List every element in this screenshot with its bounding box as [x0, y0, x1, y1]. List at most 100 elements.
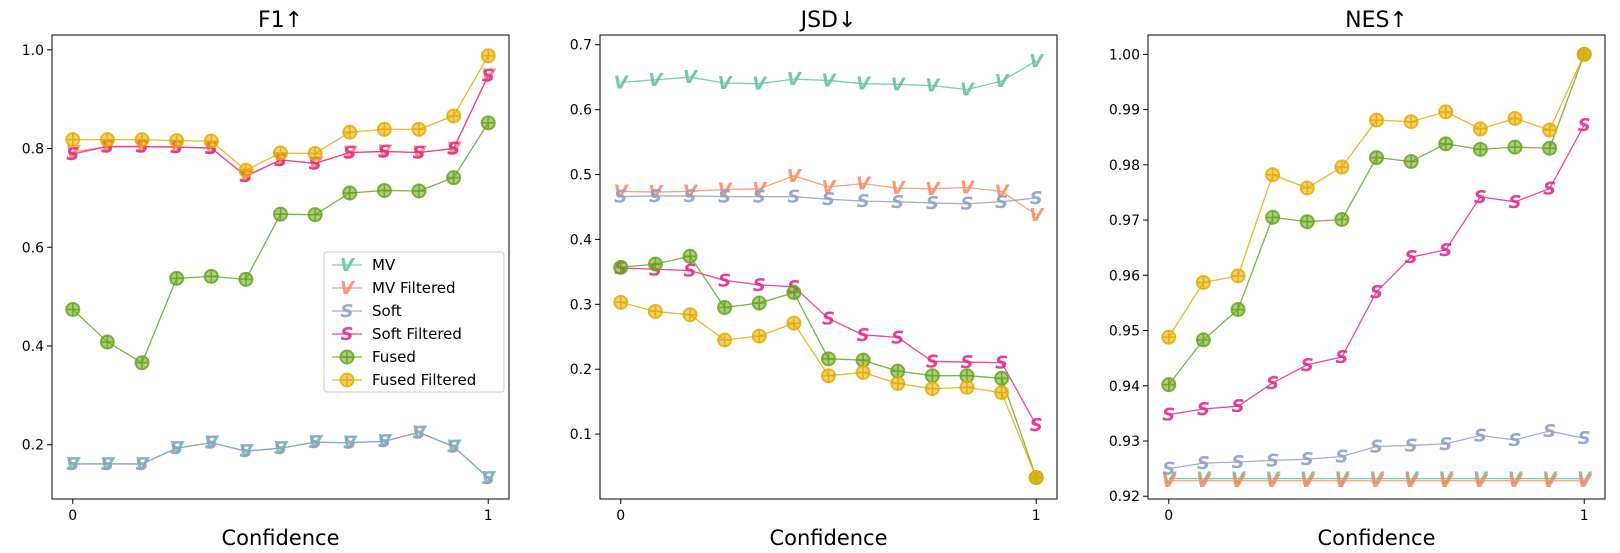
data-point	[1161, 377, 1177, 393]
data-point	[924, 368, 940, 384]
data-point: S	[274, 438, 287, 459]
data-point	[1265, 167, 1281, 183]
series-line	[620, 175, 1037, 216]
chart-title: JSD↓	[799, 8, 857, 33]
series-line	[620, 195, 1037, 205]
data-point: V	[1029, 51, 1045, 72]
data-point: S	[857, 191, 870, 212]
legend-label: Fused Filtered	[372, 371, 476, 389]
data-point	[890, 363, 906, 379]
data-point	[1472, 141, 1488, 157]
legend: V MV V MV Filtered S Soft S Soft Filtered Fused F…	[323, 251, 505, 393]
legend-item: S Soft Filtered	[332, 324, 462, 345]
data-point: V	[891, 74, 907, 95]
data-point: S	[926, 351, 939, 372]
y-tick-label: 0.98	[1109, 158, 1140, 174]
data-point: S	[1335, 347, 1348, 368]
data-point	[751, 295, 767, 311]
data-point: S	[378, 141, 391, 162]
x-tick-label: 0	[1164, 508, 1173, 524]
x-tick-label: 0	[616, 508, 625, 524]
x-axis-label: Confidence	[769, 526, 887, 550]
y-tick-label: 0.4	[22, 339, 44, 355]
data-point	[855, 364, 871, 380]
data-point: S	[995, 192, 1008, 213]
series-fused-filtered	[1161, 46, 1592, 345]
data-point: S	[378, 431, 391, 452]
series-fused-filtered	[65, 48, 496, 178]
data-point	[717, 332, 733, 348]
data-point: S	[684, 261, 697, 282]
data-point: S	[1405, 247, 1418, 268]
data-point: V	[1300, 469, 1316, 490]
y-tick-label: 0.6	[22, 240, 44, 256]
data-point: S	[1543, 179, 1556, 200]
x-tick-label: 0	[68, 508, 77, 524]
data-point: S	[995, 353, 1008, 374]
data-point	[134, 132, 150, 148]
data-point: V	[995, 181, 1011, 202]
data-point: S	[1301, 449, 1314, 470]
y-tick-label: 0.2	[570, 362, 592, 378]
y-tick-label: 0.1	[570, 427, 592, 443]
data-point	[1195, 274, 1211, 290]
data-point: V	[752, 74, 768, 95]
plot-frame	[599, 34, 1058, 500]
data-point: S	[787, 187, 800, 208]
data-point: V	[822, 177, 838, 198]
data-point	[786, 315, 802, 331]
data-point: S	[412, 422, 425, 443]
y-tick-label: 0.94	[1109, 379, 1140, 395]
y-tick-label: 0.8	[22, 142, 44, 158]
data-point: S	[1508, 192, 1521, 213]
data-point: V	[1439, 469, 1455, 490]
data-point: S	[1266, 450, 1279, 471]
data-point: V	[683, 181, 699, 202]
data-point: V	[170, 438, 186, 459]
data-point: V	[447, 139, 463, 160]
data-point: V	[1196, 469, 1212, 490]
data-point: S	[718, 270, 731, 291]
data-point: S	[1474, 425, 1487, 446]
data-point: S	[1162, 404, 1175, 425]
data-point	[99, 132, 115, 148]
data-point: V	[787, 166, 803, 187]
data-point: V	[822, 70, 838, 91]
data-point: S	[614, 187, 627, 208]
data-point	[65, 132, 81, 148]
data-point: V	[1543, 471, 1559, 492]
data-point	[1230, 268, 1246, 284]
y-tick-label: 0.93	[1109, 434, 1140, 450]
data-point	[994, 385, 1010, 401]
data-point	[1299, 180, 1315, 196]
data-point	[376, 182, 392, 198]
legend-label: Soft Filtered	[372, 325, 462, 343]
data-point	[1403, 114, 1419, 130]
data-point	[1507, 110, 1523, 126]
data-point	[1334, 211, 1350, 227]
x-axis-label: Confidence	[1317, 526, 1435, 550]
data-point	[203, 268, 219, 284]
data-point: V	[995, 71, 1011, 92]
data-point: S	[960, 352, 973, 373]
data-point: V	[1577, 469, 1593, 490]
data-point: V	[135, 454, 151, 475]
data-point: V	[1543, 469, 1559, 490]
data-point: S	[891, 327, 904, 348]
series-line	[1168, 430, 1585, 470]
data-point: S	[343, 142, 356, 163]
data-point: V	[481, 468, 497, 489]
data-point: V	[648, 182, 664, 203]
data-point: V	[925, 179, 941, 200]
data-point: V	[614, 72, 630, 93]
series-fused	[1161, 46, 1592, 393]
data-point: V	[1508, 469, 1524, 490]
data-point	[203, 133, 219, 149]
data-point	[238, 162, 254, 178]
data-point	[134, 355, 150, 371]
